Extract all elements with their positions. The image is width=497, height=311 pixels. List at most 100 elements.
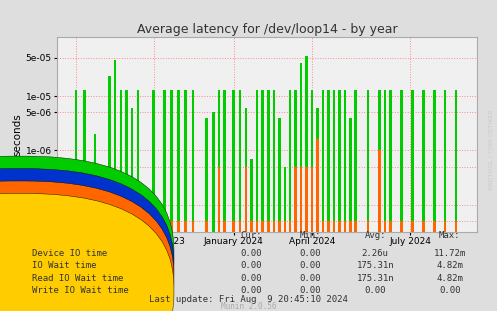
Bar [444,221,446,232]
Text: IO Wait time: IO Wait time [32,262,97,270]
Bar [343,221,346,232]
Bar [378,151,381,232]
Bar [163,90,166,232]
Bar [94,134,96,232]
Bar [267,90,270,232]
Text: Max:: Max: [439,231,461,240]
Bar [114,169,116,232]
Bar [294,167,297,232]
Bar [305,167,308,232]
Bar [354,90,357,232]
Bar [125,221,128,232]
Bar [384,90,386,232]
Bar [83,90,85,232]
Bar [108,172,111,232]
Bar [131,108,133,232]
Bar [367,221,369,232]
Bar [283,221,286,232]
Text: 0.00: 0.00 [240,262,262,270]
Bar [300,167,302,232]
Bar [349,118,351,232]
Text: 175.31n: 175.31n [356,274,394,283]
Bar [212,112,215,232]
Text: Munin 2.0.56: Munin 2.0.56 [221,302,276,311]
Text: 0.00: 0.00 [364,286,386,295]
Bar [322,221,324,232]
Bar [322,90,324,232]
Bar [411,90,414,232]
Text: 2.26u: 2.26u [362,249,389,258]
Bar [433,90,435,232]
Text: Read IO Wait time: Read IO Wait time [32,274,124,283]
Bar [250,221,253,232]
Text: 0.00: 0.00 [300,262,322,270]
Text: Avg:: Avg: [364,231,386,240]
Text: 0.00: 0.00 [240,249,262,258]
Bar [223,90,226,232]
Bar [232,90,235,232]
Bar [120,90,122,232]
Bar [184,90,187,232]
Bar [83,221,85,232]
Text: 0.00: 0.00 [439,286,461,295]
Text: Write IO Wait time: Write IO Wait time [32,286,129,295]
Bar [177,90,180,232]
Bar [250,159,253,232]
Bar [400,90,403,232]
Text: Cur:: Cur: [240,231,262,240]
Bar [343,90,346,232]
Bar [218,167,220,232]
Bar [384,221,386,232]
Bar [114,60,116,232]
Bar [311,90,313,232]
Bar [261,90,264,232]
Bar [338,90,340,232]
Bar [223,221,226,232]
Text: Min:: Min: [300,231,322,240]
Bar [389,90,392,232]
Bar [184,221,187,232]
Bar [218,90,220,232]
Bar [232,221,235,232]
Bar [75,90,78,232]
Bar [316,139,319,232]
Bar [444,90,446,232]
Bar [327,221,330,232]
Bar [289,221,292,232]
Bar [422,90,424,232]
Bar [349,221,351,232]
Text: 0.00: 0.00 [240,286,262,295]
Bar [354,221,357,232]
Bar [289,90,292,232]
Bar [378,90,381,232]
Bar [153,90,155,232]
Bar [131,221,133,232]
Text: 175.31n: 175.31n [356,262,394,270]
Bar [433,221,435,232]
Bar [239,90,241,232]
Bar [261,221,264,232]
Bar [338,221,340,232]
Bar [267,221,270,232]
Bar [256,221,258,232]
Text: 0.00: 0.00 [300,249,322,258]
Text: 11.72m: 11.72m [434,249,466,258]
Bar [205,221,208,232]
Bar [422,221,424,232]
Bar [455,221,457,232]
Bar [137,221,139,232]
Bar [389,221,392,232]
Bar [205,118,208,232]
Bar [191,221,194,232]
Title: Average latency for /dev/loop14 - by year: Average latency for /dev/loop14 - by yea… [137,23,398,36]
Bar [294,90,297,232]
Text: RRDTOOL / TOBI OETIKER: RRDTOOL / TOBI OETIKER [489,109,494,190]
Bar [300,63,302,232]
Bar [75,221,78,232]
Bar [311,167,313,232]
Bar [170,90,172,232]
Bar [256,90,258,232]
Bar [327,90,330,232]
Text: Last update: Fri Aug  9 20:45:10 2024: Last update: Fri Aug 9 20:45:10 2024 [149,295,348,304]
Text: 0.00: 0.00 [300,286,322,295]
